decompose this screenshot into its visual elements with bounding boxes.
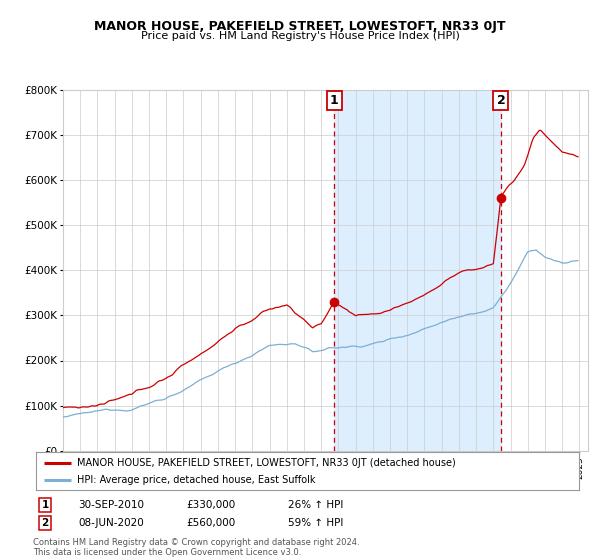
Text: 1: 1 [330,94,338,107]
Text: £560,000: £560,000 [186,518,235,528]
Text: Contains HM Land Registry data © Crown copyright and database right 2024.
This d: Contains HM Land Registry data © Crown c… [33,538,359,557]
Text: 2: 2 [41,518,49,528]
Text: 1: 1 [41,500,49,510]
Text: 26% ↑ HPI: 26% ↑ HPI [288,500,343,510]
Text: 2: 2 [497,94,505,107]
Text: 08-JUN-2020: 08-JUN-2020 [78,518,144,528]
Text: 59% ↑ HPI: 59% ↑ HPI [288,518,343,528]
Text: MANOR HOUSE, PAKEFIELD STREET, LOWESTOFT, NR33 0JT: MANOR HOUSE, PAKEFIELD STREET, LOWESTOFT… [94,20,506,32]
Text: Price paid vs. HM Land Registry's House Price Index (HPI): Price paid vs. HM Land Registry's House … [140,31,460,41]
Text: £330,000: £330,000 [186,500,235,510]
Text: MANOR HOUSE, PAKEFIELD STREET, LOWESTOFT, NR33 0JT (detached house): MANOR HOUSE, PAKEFIELD STREET, LOWESTOFT… [77,458,455,468]
Text: 30-SEP-2010: 30-SEP-2010 [78,500,144,510]
Text: HPI: Average price, detached house, East Suffolk: HPI: Average price, detached house, East… [77,475,315,486]
Bar [334,90,501,451]
